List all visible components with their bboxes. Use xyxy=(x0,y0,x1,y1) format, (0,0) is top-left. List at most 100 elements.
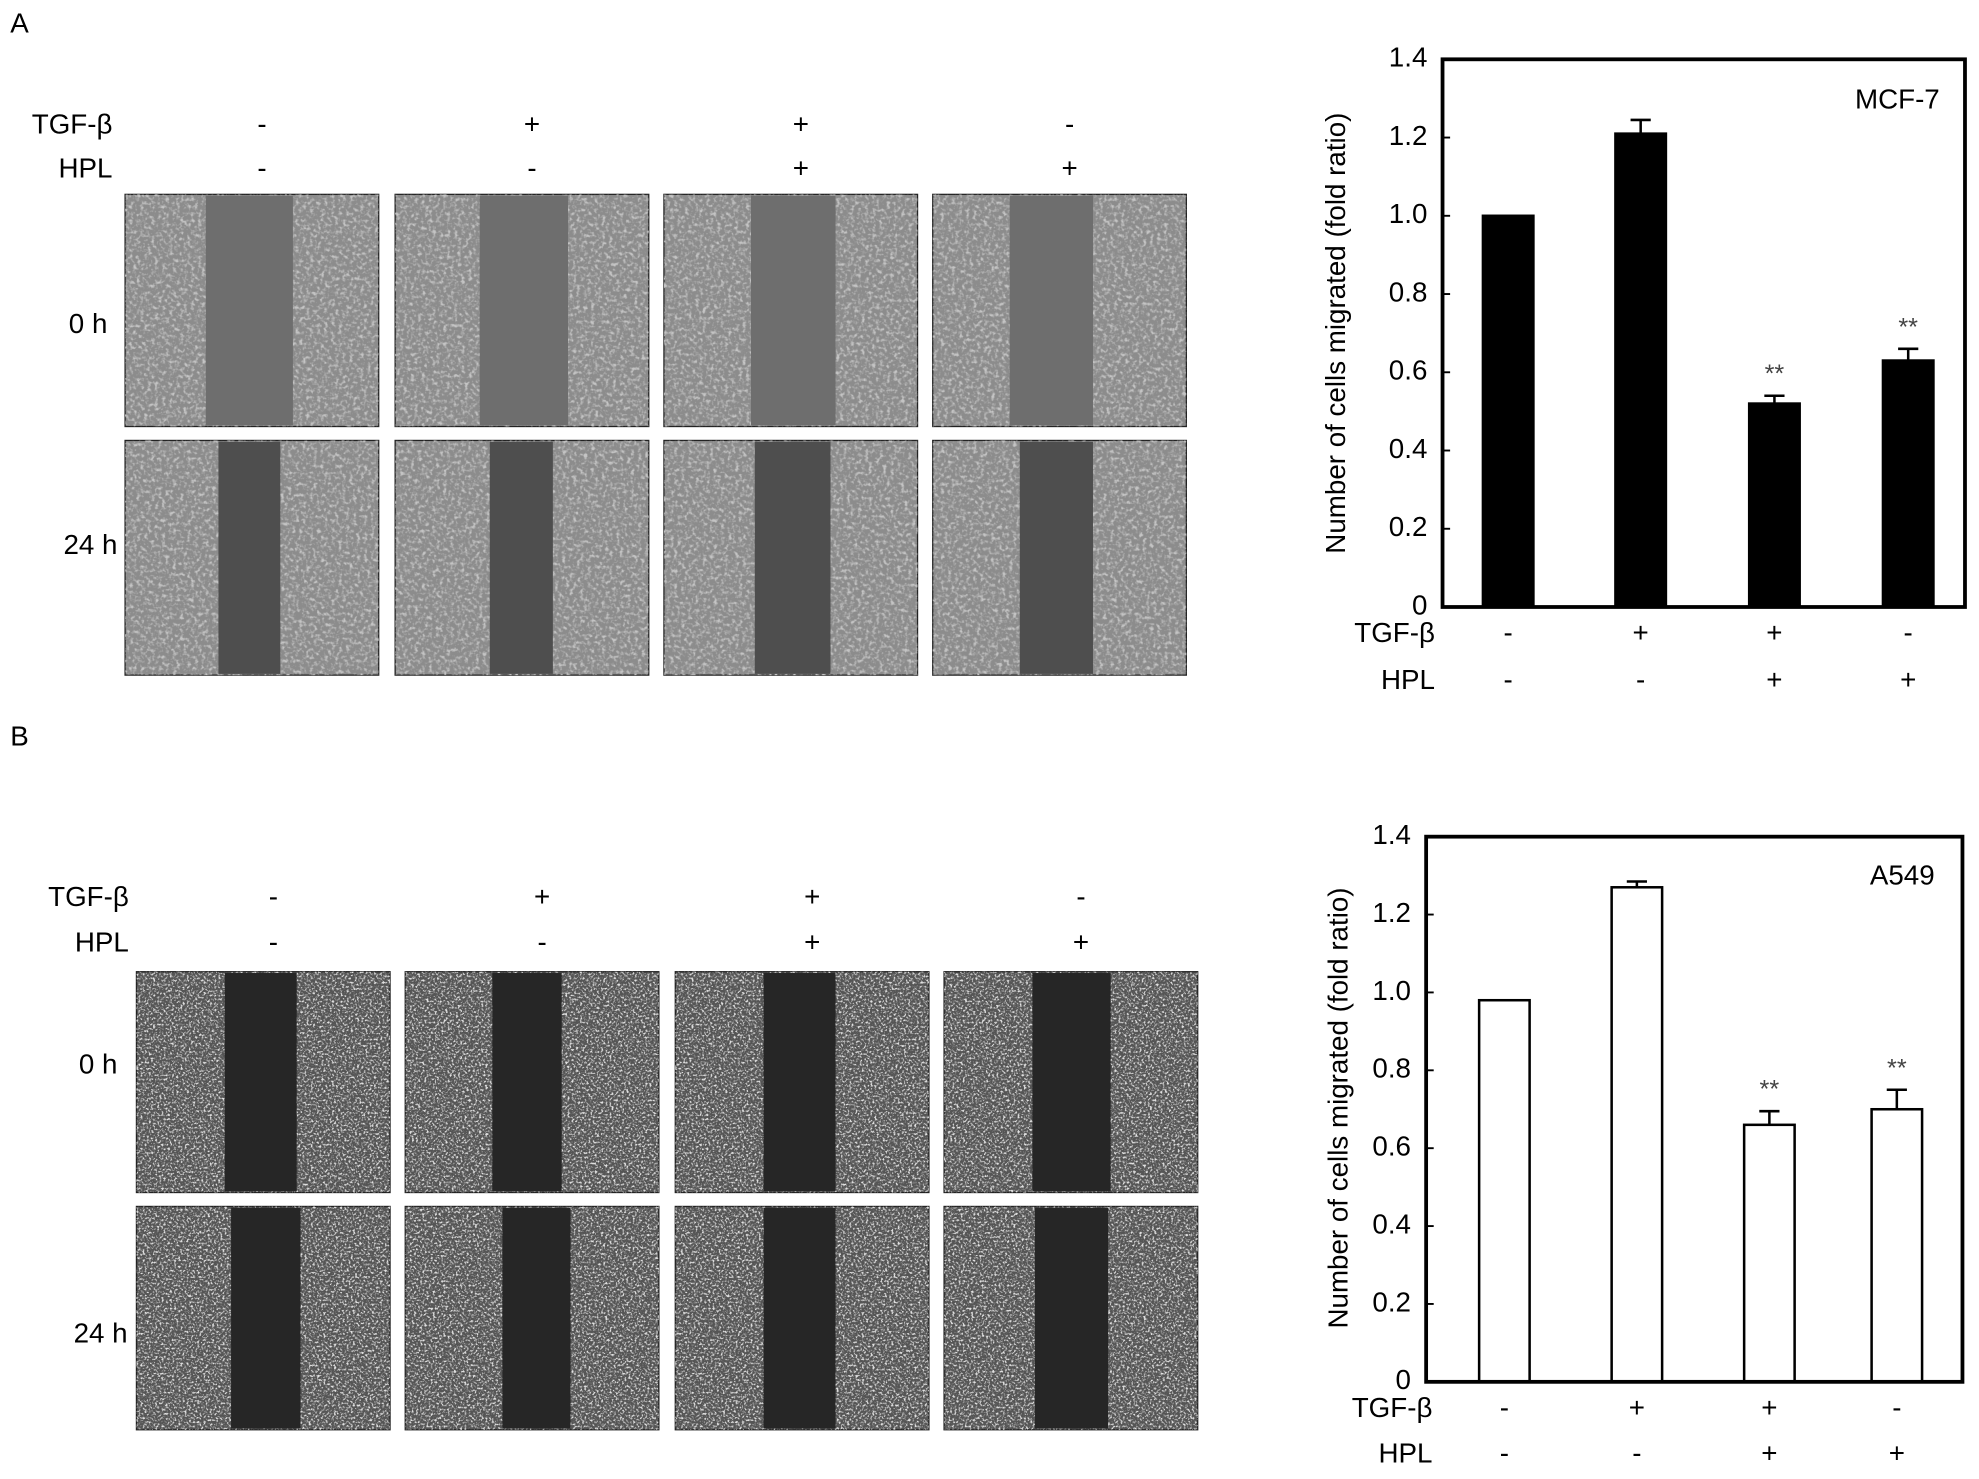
scratch-gap xyxy=(754,441,831,674)
condition-sign: + xyxy=(1633,617,1649,648)
condition-sign: + xyxy=(804,926,820,957)
scratch-gap xyxy=(502,1207,571,1429)
condition-sign: + xyxy=(793,109,809,140)
condition-sign: - xyxy=(1636,664,1645,695)
condition-sign: + xyxy=(1629,1392,1645,1423)
scratch-gap xyxy=(750,195,836,426)
condition-sign: - xyxy=(257,109,266,140)
condition-sign: + xyxy=(1900,664,1916,695)
y-tick-label: 0.4 xyxy=(1372,1208,1411,1239)
condition-sign: + xyxy=(1761,1437,1777,1468)
significance-mark: ** xyxy=(1765,360,1785,388)
condition-sign: + xyxy=(1761,1392,1777,1423)
panel-label: A xyxy=(10,8,29,39)
condition-sign: - xyxy=(1904,617,1913,648)
condition-sign: - xyxy=(1504,617,1513,648)
y-tick-label: 0.8 xyxy=(1372,1053,1411,1084)
bar xyxy=(1870,1107,1924,1384)
error-bar xyxy=(1630,118,1651,134)
y-tick-label: 0.2 xyxy=(1372,1286,1411,1317)
condition-label: TGF-β xyxy=(32,109,113,140)
bar xyxy=(1614,132,1668,609)
condition-sign: - xyxy=(538,926,547,957)
condition-sign: + xyxy=(524,109,540,140)
scratch-gap xyxy=(489,441,553,674)
condition-label: TGF-β xyxy=(1352,1392,1433,1423)
scratch-gap xyxy=(231,1207,301,1429)
chart-annotation: A549 xyxy=(1870,859,1935,890)
condition-label: TGF-β xyxy=(48,881,129,912)
row-label: 0 h xyxy=(79,1049,118,1080)
condition-sign: + xyxy=(1073,926,1089,957)
condition-sign: + xyxy=(1062,153,1078,184)
scratch-gap xyxy=(218,441,281,674)
condition-sign: - xyxy=(1076,881,1085,912)
y-tick-label: 0.4 xyxy=(1389,433,1428,464)
y-tick-label: 0.6 xyxy=(1372,1131,1411,1162)
condition-sign: + xyxy=(1766,617,1782,648)
condition-label: TGF-β xyxy=(1354,617,1435,648)
significance-mark: ** xyxy=(1760,1076,1780,1104)
condition-sign: - xyxy=(269,881,278,912)
y-tick-label: 1.2 xyxy=(1372,897,1411,928)
condition-label: HPL xyxy=(1378,1437,1432,1468)
y-tick-label: 0.8 xyxy=(1389,276,1428,307)
significance-mark: ** xyxy=(1887,1054,1907,1082)
scratch-gap xyxy=(1032,972,1111,1192)
condition-sign: - xyxy=(1892,1392,1901,1423)
row-label: 24 h xyxy=(63,529,117,560)
axes-frame xyxy=(1424,834,1965,1384)
y-axis-label: Number of cells migrated (fold ratio) xyxy=(1323,887,1354,1328)
bar xyxy=(1747,402,1801,609)
bar xyxy=(1881,359,1935,609)
error-bar xyxy=(1898,347,1919,361)
scratch-gap xyxy=(479,195,569,426)
error-bar xyxy=(1886,1088,1907,1110)
condition-sign: + xyxy=(1889,1437,1905,1468)
condition-sign: - xyxy=(1632,1437,1641,1468)
condition-sign: + xyxy=(804,881,820,912)
condition-sign: - xyxy=(1500,1392,1509,1423)
condition-sign: + xyxy=(793,153,809,184)
condition-label: HPL xyxy=(58,153,112,184)
y-tick-label: 0 xyxy=(1396,1364,1411,1395)
scratch-gap xyxy=(205,195,293,426)
bar xyxy=(1742,1123,1796,1384)
y-tick-label: 1.4 xyxy=(1372,819,1411,850)
y-tick-label: 0 xyxy=(1412,589,1427,620)
panel-label: B xyxy=(10,721,29,752)
axes-frame xyxy=(1440,57,1967,609)
y-tick-label: 1.4 xyxy=(1389,42,1428,73)
bar xyxy=(1481,214,1535,609)
row-label: 24 h xyxy=(74,1317,128,1348)
y-tick-label: 0.6 xyxy=(1389,355,1428,386)
condition-sign: - xyxy=(269,926,278,957)
scratch-gap xyxy=(492,972,562,1192)
error-bar xyxy=(1626,880,1647,888)
scratch-gap xyxy=(763,972,836,1192)
scratch-gap xyxy=(1019,441,1093,674)
scratch-gap xyxy=(763,1207,836,1429)
y-tick-label: 0.2 xyxy=(1389,511,1428,542)
condition-sign: - xyxy=(257,153,266,184)
error-bar xyxy=(1764,394,1785,404)
y-tick-label: 1.0 xyxy=(1372,975,1411,1006)
row-label: 0 h xyxy=(69,308,108,339)
condition-sign: - xyxy=(527,153,536,184)
significance-mark: ** xyxy=(1898,313,1918,341)
y-tick-label: 1.2 xyxy=(1389,120,1428,151)
error-bar xyxy=(1759,1109,1780,1125)
scratch-gap xyxy=(1034,1207,1109,1429)
y-axis-label: Number of cells migrated (fold ratio) xyxy=(1320,113,1351,554)
condition-sign: - xyxy=(1500,1437,1509,1468)
condition-label: HPL xyxy=(1381,664,1435,695)
bar xyxy=(1610,886,1664,1384)
chart-annotation: MCF-7 xyxy=(1855,83,1940,114)
scratch-gap xyxy=(1009,195,1093,426)
condition-sign: - xyxy=(1065,109,1074,140)
scratch-gap xyxy=(224,972,297,1192)
condition-sign: - xyxy=(1504,664,1513,695)
bar xyxy=(1477,998,1531,1384)
condition-sign: + xyxy=(534,881,550,912)
